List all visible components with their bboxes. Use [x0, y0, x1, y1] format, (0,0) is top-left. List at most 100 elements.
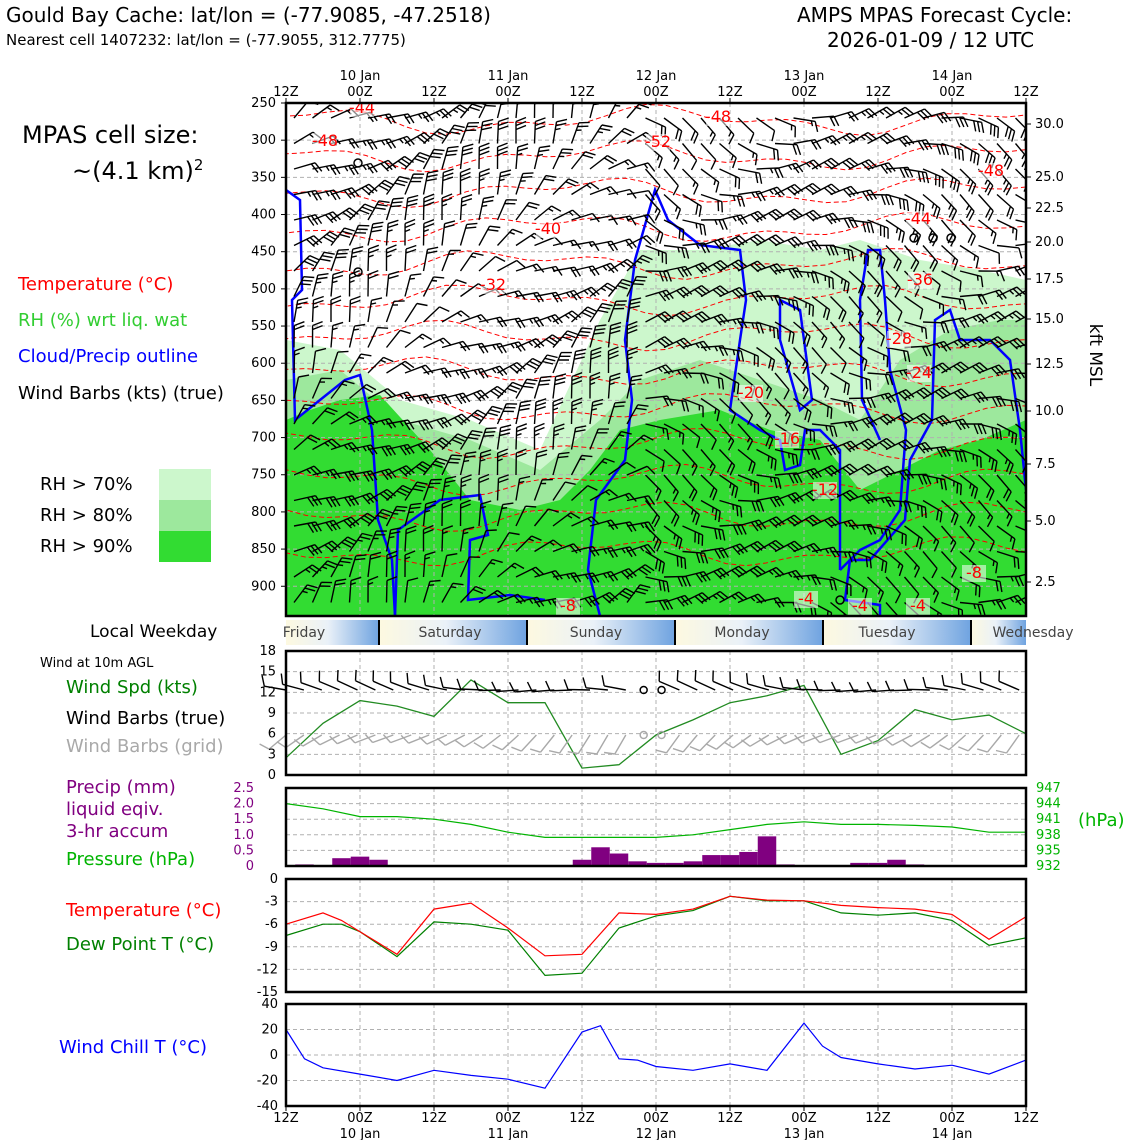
wind-barb	[367, 269, 379, 297]
wind-barb	[312, 438, 341, 451]
weekday-name: Saturday	[418, 625, 481, 641]
wind-barb	[478, 529, 497, 552]
wind-barb	[867, 392, 896, 404]
temperature-label-bg	[775, 431, 799, 448]
wind-barb	[774, 295, 800, 312]
wind-ytick-label: 18	[259, 644, 276, 659]
wind-barb	[885, 245, 902, 272]
wind-barb	[478, 168, 490, 195]
wind-barb	[996, 219, 1018, 241]
wind-barb	[922, 340, 952, 352]
wind-barb	[830, 550, 857, 563]
wind-barb	[941, 116, 969, 128]
wind-barb	[533, 174, 557, 195]
wind-barb	[774, 540, 804, 553]
pressure-level-label: 250	[251, 96, 276, 111]
wind-barb	[330, 227, 355, 246]
wind-barb	[441, 499, 453, 527]
wind-barb	[570, 397, 583, 425]
wind-barb	[793, 295, 815, 317]
wind-barb	[460, 409, 488, 425]
wind-barb	[515, 400, 532, 425]
wind-barb	[608, 461, 636, 476]
wind-barb	[737, 448, 756, 474]
wind-barb	[293, 465, 323, 476]
wind-barb	[904, 525, 923, 550]
wind-barb	[478, 500, 492, 527]
weekday-name: Tuesday	[858, 625, 916, 641]
wind-barb	[811, 516, 841, 529]
wind-barb	[737, 565, 766, 578]
wind-barb	[441, 168, 454, 195]
wind-barb	[422, 457, 448, 476]
wind-barb	[348, 295, 361, 323]
legend-cloud: Cloud/Precip outline	[18, 346, 199, 367]
wind-barb	[700, 397, 720, 422]
wind-barb	[478, 385, 507, 400]
wind-barb	[441, 454, 463, 476]
wind-barb	[552, 397, 564, 425]
wind-barb	[885, 468, 915, 481]
pressure-ytick-label: 944	[1036, 797, 1061, 812]
temperature-contour	[286, 356, 1026, 388]
wind-barb	[330, 295, 342, 322]
wind-barb	[978, 598, 1007, 610]
wind-barb	[756, 539, 785, 553]
wind-barb	[811, 576, 838, 591]
bottom-time-label: 12Z	[1013, 1111, 1039, 1126]
wind-barb	[959, 313, 989, 324]
wind-barb	[682, 242, 711, 254]
wind-barb	[534, 334, 562, 349]
legend-temperature: Temperature (°C)	[18, 274, 174, 295]
wind-barb	[589, 488, 618, 502]
pressure-level-label: 600	[251, 356, 276, 371]
wind-barb	[977, 500, 994, 528]
precip-bar	[683, 861, 703, 866]
legend-precip-2: liquid eqiv.	[66, 799, 164, 820]
wind-barb	[645, 550, 665, 574]
wind-barb-true	[389, 671, 412, 691]
wind-barb	[367, 113, 396, 125]
chill-ytick-label: 40	[261, 997, 278, 1012]
top-time-label: 12Z	[569, 85, 595, 100]
wind-barb	[385, 175, 410, 195]
wind-barb	[515, 505, 537, 527]
wind-barb	[978, 474, 995, 501]
wind-barb	[478, 449, 492, 476]
wind-barb	[459, 122, 480, 144]
wind-barb	[811, 183, 841, 196]
wind-barb-true	[922, 676, 948, 691]
wind-barb	[515, 291, 544, 303]
cell-size-label: MPAS cell size:	[22, 121, 199, 149]
wind-barb	[385, 219, 399, 246]
wind-barb	[608, 127, 635, 145]
temperature-label-bg	[906, 211, 930, 228]
wind-barb	[311, 377, 333, 399]
wind-barb	[497, 361, 526, 374]
wind-barb-grid	[347, 734, 376, 744]
bottom-time-label: 00Z	[643, 1111, 669, 1126]
wind-barb	[589, 282, 618, 298]
wind-barb	[386, 465, 415, 478]
wind-barb-grid	[901, 734, 931, 748]
wind-barb	[830, 372, 850, 396]
wind-barb	[349, 162, 378, 174]
wind-barb	[571, 572, 600, 584]
top-time-label: 00Z	[643, 85, 669, 100]
wind-barb	[626, 404, 649, 425]
wind-barb	[330, 516, 360, 529]
wind-barb	[552, 481, 576, 501]
wind-barb	[719, 193, 746, 207]
wind-barb	[867, 550, 888, 573]
bottom-time-label: 00Z	[495, 1111, 521, 1126]
wind-barb	[534, 539, 563, 553]
wind-barb	[404, 364, 434, 375]
wind-barb	[607, 430, 632, 450]
wind-barb	[571, 306, 598, 323]
wind-barb	[441, 145, 459, 170]
wind-barb	[497, 562, 525, 578]
wind-barb	[885, 135, 915, 148]
weekday-name: Sunday	[570, 625, 622, 641]
top-time-label: 00Z	[939, 85, 965, 100]
wind-barb	[330, 248, 349, 272]
